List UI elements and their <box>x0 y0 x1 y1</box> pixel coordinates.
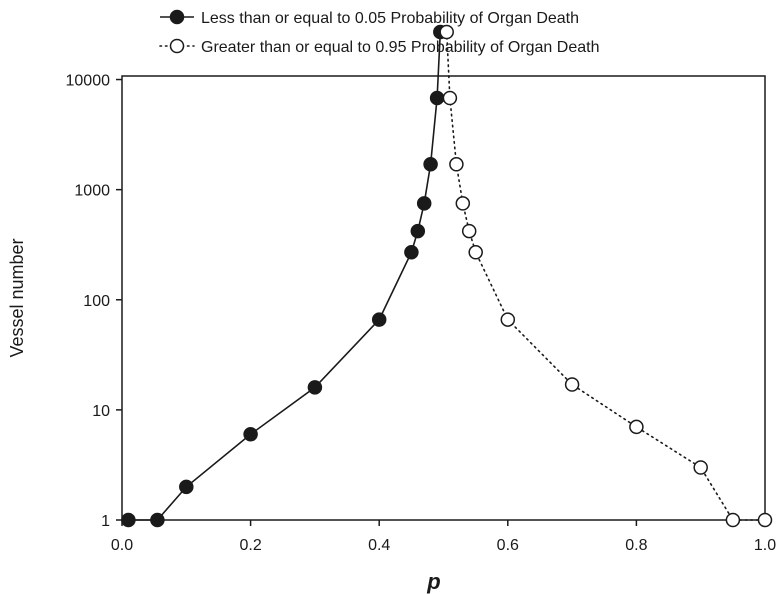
series-1-point-7 <box>410 223 426 239</box>
x-tick-label-4: 0.8 <box>625 537 647 554</box>
x-tick-label-5: 1.0 <box>754 537 776 554</box>
plot-area <box>121 75 766 521</box>
x-axis: 0.0 0.2 0.4 0.6 0.8 1.0 <box>111 520 776 554</box>
y-tick-label-0: 1 <box>101 513 110 530</box>
series-1-point-10 <box>429 90 445 106</box>
series-1-point-2 <box>179 479 194 495</box>
series-1-point-4 <box>307 380 323 395</box>
series-1-point-9 <box>423 157 438 172</box>
series-layer <box>121 24 773 528</box>
series-2-point-7 <box>564 377 580 392</box>
series-2-point-5 <box>468 245 483 260</box>
legend: Less than or equal to 0.05 Probability o… <box>159 9 599 56</box>
x-tick-label-2: 0.4 <box>368 537 390 554</box>
y-tick-label-4: 10000 <box>66 73 111 90</box>
series-2-point-4 <box>461 223 477 239</box>
series-2-line <box>445 31 766 521</box>
series-1-point-6 <box>404 245 419 260</box>
series-1-point-0 <box>121 512 136 528</box>
series-2-point-0 <box>439 24 454 40</box>
series-1-point-3 <box>243 427 258 442</box>
series-2-point-3 <box>455 196 471 211</box>
legend-marker-series-1 <box>169 9 185 25</box>
x-tick-label-0: 0.0 <box>111 537 133 554</box>
x-tick-label-3: 0.6 <box>497 537 519 554</box>
series-1-line <box>128 31 442 521</box>
series-2-point-10 <box>725 512 741 528</box>
series-2-point-2 <box>449 157 464 172</box>
legend-label-series-2: Greater than or equal to 0.95 Probabilit… <box>201 39 599 56</box>
series-2-point-6 <box>500 312 516 327</box>
y-tick-label-2: 100 <box>83 293 110 310</box>
series-1-point-5 <box>371 312 387 327</box>
series-2-point-8 <box>629 419 644 435</box>
y-tick-label-1: 10 <box>92 403 110 420</box>
series-2-point-9 <box>693 460 708 475</box>
series-1-point-1 <box>150 512 165 528</box>
x-tick-label-1: 0.2 <box>239 537 261 554</box>
series-1-point-8 <box>416 196 432 211</box>
series-2-point-1 <box>442 90 458 106</box>
y-axis: 1 10 100 1000 10000 <box>66 73 122 530</box>
legend-label-series-1: Less than or equal to 0.05 Probability o… <box>201 10 579 27</box>
y-axis-label: Vessel number <box>7 238 27 357</box>
series-2-point-11 <box>757 512 773 528</box>
legend-marker-series-2 <box>169 38 185 54</box>
x-axis-label: p <box>426 569 440 594</box>
y-tick-label-3: 1000 <box>74 183 110 200</box>
